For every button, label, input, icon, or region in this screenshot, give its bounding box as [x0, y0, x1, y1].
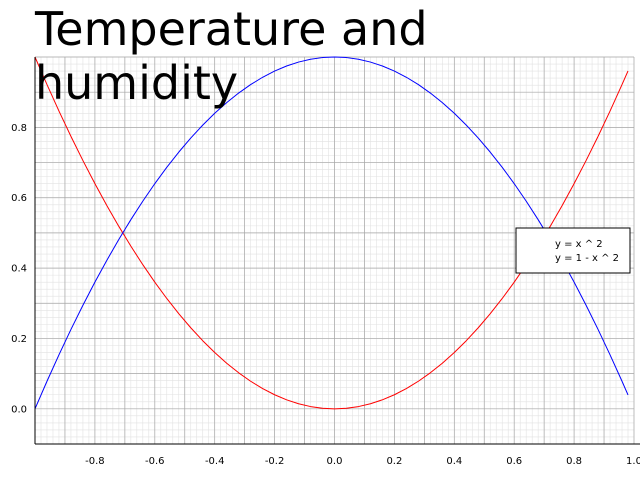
- y-tick-label: 0.6: [11, 193, 27, 204]
- legend: y = x ^ 2 y = 1 - x ^ 2: [515, 227, 631, 274]
- x-tick-label: 1.0: [626, 456, 640, 467]
- x-tick-label: -0.6: [145, 456, 165, 467]
- y-tick-label: 0.0: [11, 404, 27, 415]
- x-tick-label: 0.4: [446, 456, 462, 467]
- series-line-2: [34, 56, 629, 410]
- x-tick-label: -0.2: [265, 456, 285, 467]
- x-tick-label: -0.4: [205, 456, 225, 467]
- y-tick-label: 0.8: [11, 123, 27, 134]
- y-tick-label: 0.4: [11, 264, 27, 275]
- x-tick-label: 0.0: [327, 456, 343, 467]
- legend-entry: y = x ^ 2: [555, 239, 603, 250]
- y-tick-label: 0.2: [11, 334, 27, 345]
- major-grid: [34, 56, 635, 445]
- axes: [34, 57, 640, 445]
- x-tick-label: 0.6: [506, 456, 522, 467]
- x-tick-label: 0.8: [566, 456, 582, 467]
- legend-box: [515, 227, 631, 274]
- x-tick-label: 0.2: [386, 456, 402, 467]
- tick-labels: -0.8 -0.6 -0.4 -0.2 0.0 0.2 0.4 0.6 0.8 1.0 0.0 0.2…: [11, 123, 640, 467]
- x-tick-label: -0.8: [85, 456, 105, 467]
- chart-title: Temperature and humidity: [35, 2, 428, 110]
- legend-entry: y = 1 - x ^ 2: [555, 253, 619, 264]
